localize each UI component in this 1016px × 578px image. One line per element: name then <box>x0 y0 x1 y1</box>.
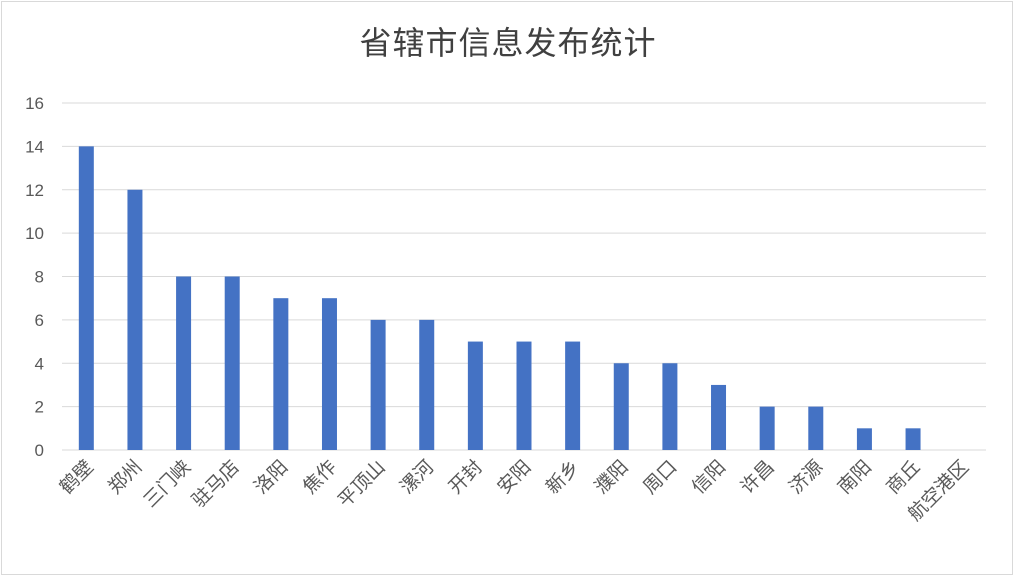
x-tick-label: 鹤壁 <box>55 456 97 498</box>
x-tick-label: 许昌 <box>736 456 778 498</box>
bar <box>176 276 192 450</box>
x-tick-label: 驻马店 <box>188 456 244 512</box>
bar <box>905 428 921 450</box>
x-tick-label: 安阳 <box>493 456 535 498</box>
bar <box>224 276 240 450</box>
x-tick-label: 新乡 <box>542 456 584 498</box>
x-tick-label: 平顶山 <box>334 456 390 512</box>
y-tick-label: 6 <box>35 311 44 330</box>
y-tick-label: 10 <box>25 224 44 243</box>
bar <box>856 428 872 450</box>
y-axis-ticks: 0 2 4 6 8 10 12 14 16 <box>25 94 44 460</box>
bars <box>78 146 921 450</box>
bar <box>273 298 289 450</box>
x-tick-label: 信阳 <box>688 456 730 498</box>
y-tick-label: 14 <box>25 137 44 156</box>
bar <box>78 146 94 450</box>
chart-title: 省辖市信息发布统计 <box>359 24 657 62</box>
y-tick-label: 16 <box>25 94 44 113</box>
bar <box>419 319 435 450</box>
bar <box>759 406 775 450</box>
x-tick-label: 周口 <box>639 456 681 498</box>
bar <box>467 341 483 450</box>
x-tick-label: 商丘 <box>882 456 924 498</box>
bar <box>516 341 532 450</box>
bar <box>711 384 727 450</box>
x-tick-label: 洛阳 <box>250 456 292 498</box>
x-tick-label: 郑州 <box>104 456 146 498</box>
x-tick-label: 三门峡 <box>139 456 195 512</box>
y-tick-label: 2 <box>35 398 44 417</box>
y-tick-label: 4 <box>35 354 44 373</box>
y-tick-label: 12 <box>25 181 44 200</box>
x-tick-label: 济源 <box>785 456 827 498</box>
x-tick-label: 焦作 <box>299 456 341 498</box>
y-tick-label: 0 <box>35 441 44 460</box>
bar <box>370 319 386 450</box>
bar <box>808 406 824 450</box>
bar <box>662 363 678 450</box>
bar <box>613 363 629 450</box>
bar <box>321 298 337 450</box>
bar <box>127 189 143 450</box>
y-tick-label: 8 <box>35 268 44 287</box>
bar <box>565 341 581 450</box>
x-tick-label: 南阳 <box>834 456 876 498</box>
x-tick-label: 开封 <box>444 456 486 498</box>
x-tick-label: 濮阳 <box>590 456 632 498</box>
x-tick-label: 漯河 <box>396 456 438 498</box>
